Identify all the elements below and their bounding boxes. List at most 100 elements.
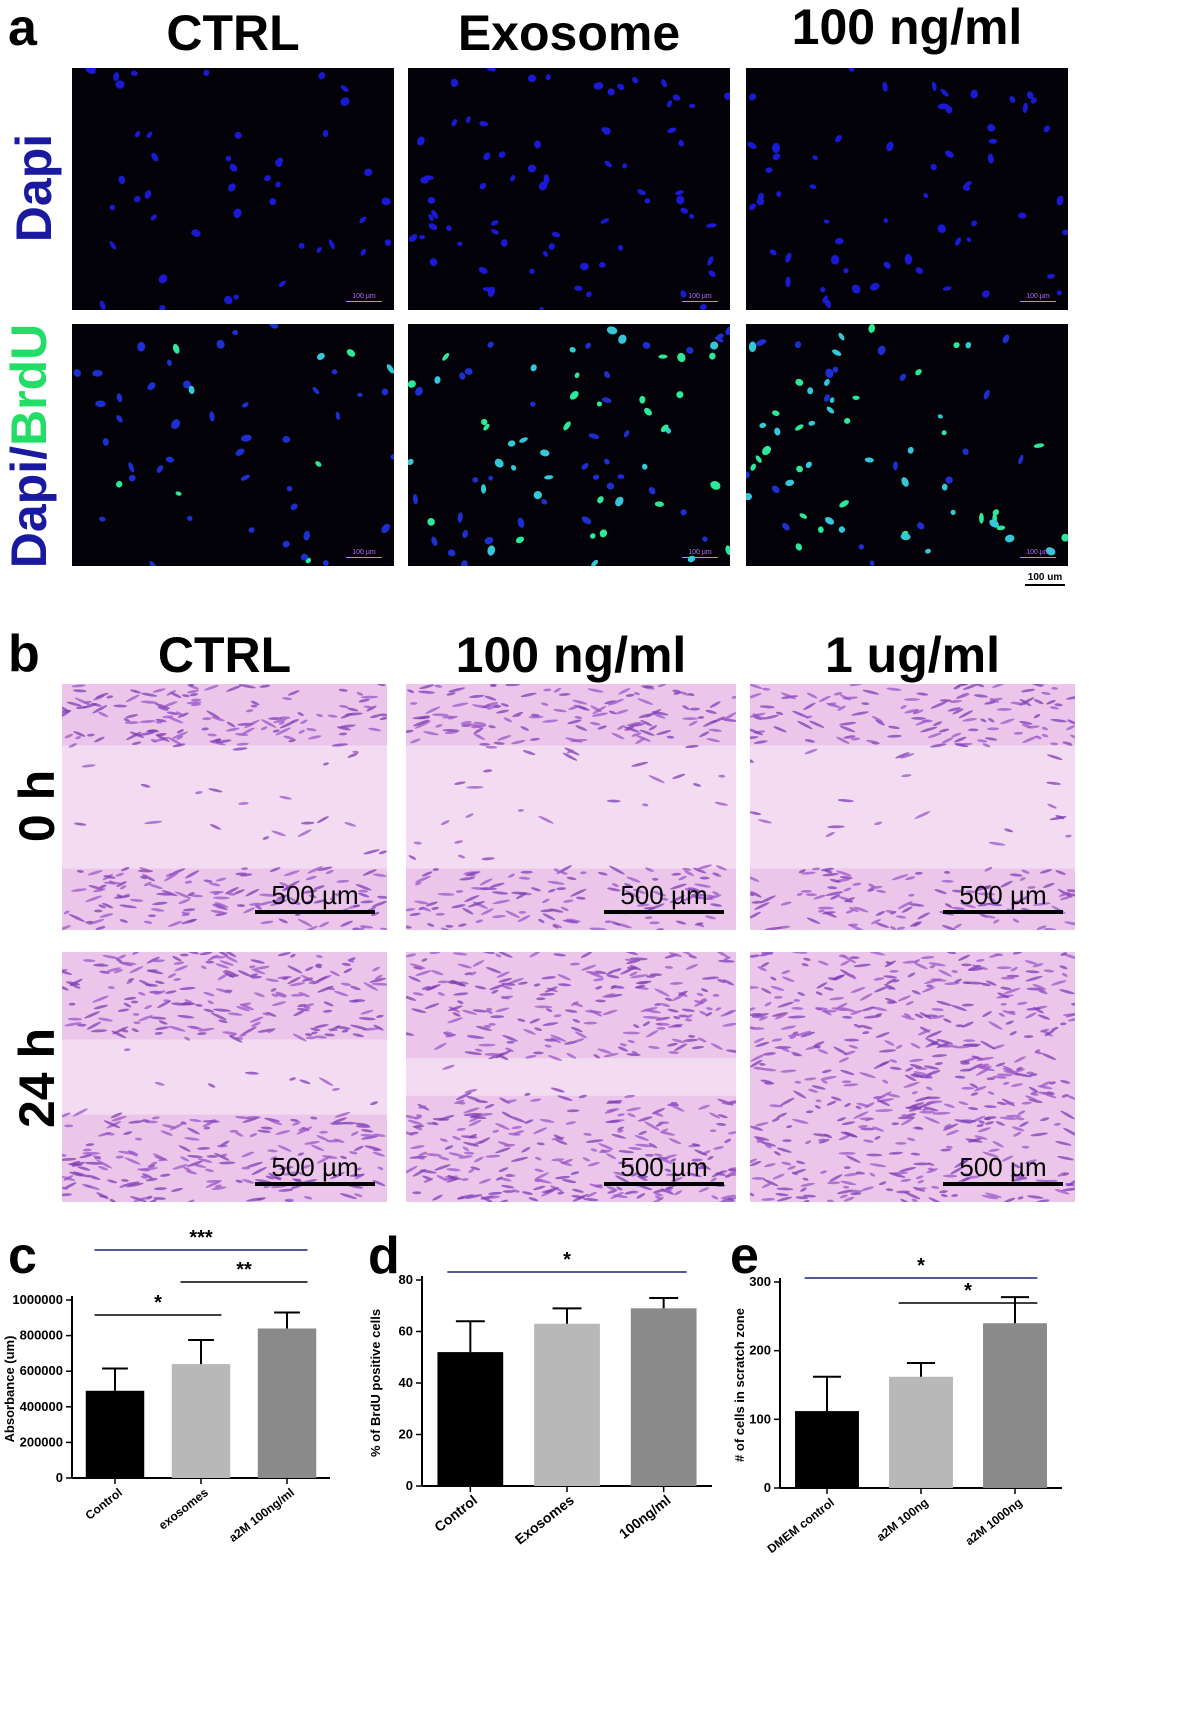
cell-mark	[836, 870, 852, 877]
cell-mark	[205, 960, 215, 964]
cell-mark	[572, 699, 588, 705]
cell-mark	[133, 1196, 151, 1202]
cell-mark	[507, 977, 524, 985]
cell-mark	[533, 1185, 546, 1191]
cell-mark	[668, 952, 682, 957]
bar	[795, 1411, 859, 1488]
cell-mark	[359, 925, 374, 929]
cell-mark	[1000, 718, 1015, 725]
nucleus-dot	[282, 435, 291, 443]
cell-mark	[1000, 986, 1012, 991]
nucleus-dot	[1009, 96, 1016, 103]
cell-mark	[780, 1069, 797, 1073]
nucleus-dot	[785, 479, 795, 487]
cell-mark	[821, 1069, 832, 1074]
cell-mark	[568, 705, 581, 710]
nucleus-dot	[757, 192, 764, 201]
cell-mark	[911, 990, 921, 995]
cell-mark	[1046, 781, 1061, 785]
nucleus-dot	[823, 394, 830, 402]
cell-mark	[699, 1010, 707, 1016]
cell-mark	[181, 918, 198, 925]
nucleus-dot	[462, 529, 469, 538]
cell-mark	[821, 1079, 828, 1084]
cell-mark	[1011, 900, 1019, 906]
nucleus-dot	[445, 225, 452, 232]
cell-mark	[1017, 1174, 1025, 1178]
cell-mark	[750, 911, 761, 919]
cell-mark	[463, 1107, 480, 1114]
cell-mark	[617, 725, 625, 730]
nucleus-dot	[166, 359, 172, 367]
cell-mark	[107, 986, 115, 990]
nucleus-dot	[527, 164, 537, 173]
cell-mark	[106, 695, 114, 699]
cell-mark	[438, 1115, 455, 1121]
nucleus-dot	[706, 223, 717, 228]
nucleus-dot	[457, 512, 463, 523]
nucleus-dot	[408, 458, 414, 466]
cell-mark	[1039, 989, 1046, 993]
nucleus-dot	[286, 485, 293, 492]
cell-mark	[750, 1158, 758, 1164]
cell-mark	[974, 1135, 988, 1140]
cell-mark	[131, 741, 142, 745]
cell-mark	[580, 952, 593, 958]
cell-mark	[583, 1021, 598, 1025]
cell-mark	[378, 850, 387, 855]
cell-mark	[949, 699, 963, 703]
cell-mark	[297, 1152, 305, 1156]
cell-mark	[128, 978, 135, 982]
cell-mark	[561, 1179, 577, 1184]
y-tick-label: 800000	[20, 1328, 63, 1343]
cell-mark	[154, 1081, 165, 1086]
cell-mark	[750, 985, 759, 989]
cell-mark	[597, 1048, 612, 1054]
cell-mark	[1024, 960, 1038, 965]
x-tick-label: a2M 100ng	[874, 1495, 931, 1544]
panel-a-col-ctrl: CTRL	[166, 5, 300, 61]
cell-mark	[66, 701, 82, 707]
panel-b-row-24h: 24 h	[9, 1027, 65, 1129]
cell-mark	[347, 753, 358, 758]
cell-mark	[1060, 952, 1068, 956]
cell-mark	[468, 1169, 474, 1173]
nucleus-dot	[149, 561, 157, 566]
cell-mark	[712, 891, 720, 896]
cell-mark	[805, 715, 813, 719]
cell-mark	[921, 1107, 929, 1111]
scratch-24h-1ug: 500 µm	[750, 952, 1075, 1202]
cell-mark	[876, 1091, 892, 1101]
cell-mark	[130, 689, 141, 694]
nucleus-dot	[548, 243, 555, 250]
cell-mark	[468, 1134, 477, 1139]
bar	[534, 1323, 600, 1486]
cell-mark	[628, 1146, 642, 1151]
cell-mark	[62, 1193, 72, 1197]
cell-mark	[981, 1194, 999, 1200]
nucleus-dot	[795, 378, 804, 386]
cell-mark	[694, 1149, 708, 1156]
cell-mark	[206, 1155, 218, 1158]
cell-mark	[915, 1187, 927, 1191]
cell-mark	[147, 969, 164, 975]
cell-mark	[992, 684, 1006, 688]
cell-mark	[62, 1112, 71, 1118]
nucleus-dot	[318, 72, 326, 80]
cell-mark	[955, 1024, 965, 1028]
cell-mark	[866, 739, 881, 744]
nucleus-dot	[883, 217, 888, 224]
cell-mark	[461, 1178, 469, 1181]
cell-mark	[462, 907, 474, 915]
cell-mark	[454, 840, 463, 844]
cell-mark	[634, 1135, 649, 1141]
cell-mark	[350, 985, 361, 991]
cell-mark	[1025, 970, 1040, 974]
cell-mark	[107, 1179, 118, 1184]
cell-mark	[1065, 1012, 1075, 1018]
cell-mark	[977, 892, 995, 896]
cell-mark	[1047, 803, 1057, 809]
cell-mark	[485, 702, 499, 707]
cell-mark	[547, 1055, 562, 1061]
cell-mark	[852, 882, 862, 886]
